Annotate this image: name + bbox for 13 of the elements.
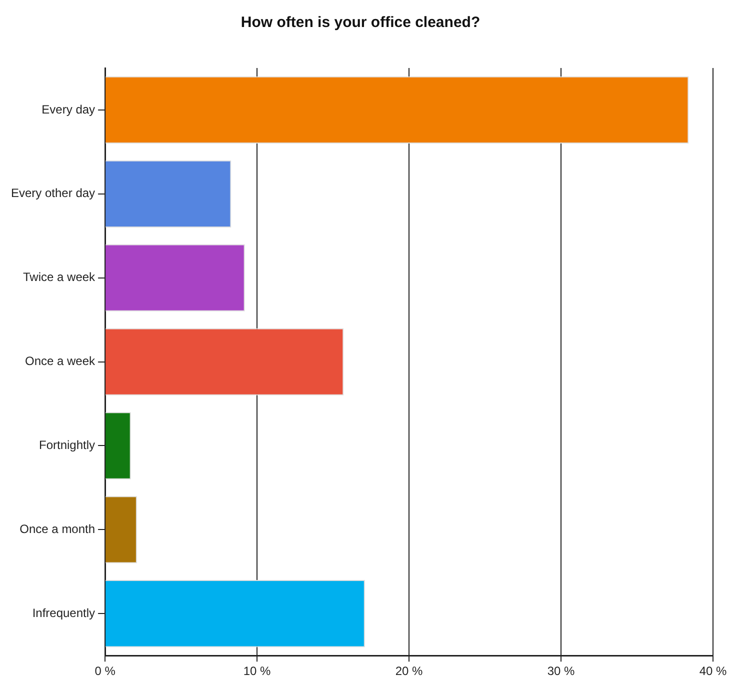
y-tick-label: Every day	[42, 102, 96, 116]
y-tick-label: Once a month	[20, 522, 96, 536]
x-tick-label: 0 %	[94, 664, 116, 678]
x-tick-label: 10 %	[243, 664, 272, 678]
x-tick-label: 40 %	[699, 664, 727, 678]
y-tick-label: Every other day	[10, 186, 96, 200]
chart-title: How often is your office cleaned?	[240, 14, 480, 32]
x-tick-label: 30 %	[547, 664, 576, 678]
y-tick-label: Once a week	[24, 354, 96, 368]
y-tick-label: Infrequently	[32, 606, 96, 620]
y-tick-label: Twice a week	[23, 270, 96, 284]
y-tick-label: Fortnightly	[39, 438, 96, 452]
x-tick-label: 20 %	[395, 664, 424, 678]
